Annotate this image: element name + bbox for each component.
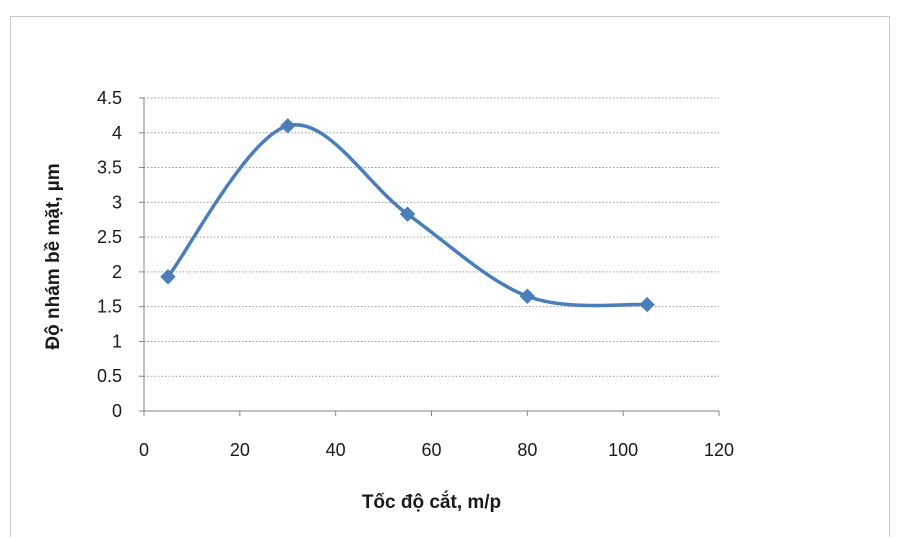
y-tick-label: 2.5 <box>97 227 122 247</box>
y-tick-label: 2 <box>112 262 122 282</box>
y-tick-label: 3 <box>112 192 122 212</box>
y-axis-title: Độ nhám bề mặt, µm <box>43 163 64 349</box>
data-point-marker <box>280 118 296 134</box>
x-tick-label: 120 <box>704 440 734 460</box>
x-tick-label: 20 <box>230 440 250 460</box>
series <box>160 118 655 313</box>
y-tick-label: 0.5 <box>97 366 122 386</box>
x-tick-labels: 0 20 40 60 80 100 120 <box>139 440 734 460</box>
x-axis-title: Tốc độ cắt, m/p <box>362 491 501 513</box>
axes <box>139 97 720 416</box>
gridlines <box>144 97 719 377</box>
x-tick-label: 0 <box>139 440 149 460</box>
data-point-marker <box>160 269 176 285</box>
x-tick-label: 40 <box>326 440 346 460</box>
y-tick-label: 3.5 <box>97 158 122 178</box>
data-point-marker <box>399 206 416 222</box>
x-tick-label: 80 <box>517 440 537 460</box>
data-point-marker <box>519 288 536 304</box>
data-point-marker <box>639 296 655 313</box>
y-tick-label: 4.5 <box>97 88 122 108</box>
chart-frame: 0 0.5 1 1.5 2 2.5 3 3.5 4 4.5 0 20 40 60 80 100 120 Tốc… <box>10 16 890 537</box>
series-line <box>166 123 649 308</box>
y-tick-label: 4 <box>112 123 122 143</box>
line-chart: 0 0.5 1 1.5 2 2.5 3 3.5 4 4.5 0 20 40 60 80 100 120 Tốc… <box>43 88 734 513</box>
y-tick-labels: 0 0.5 1 1.5 2 2.5 3 3.5 4 4.5 <box>97 88 122 421</box>
x-tick-label: 60 <box>421 440 441 460</box>
x-tick-label: 100 <box>608 440 638 460</box>
y-tick-label: 1 <box>112 331 122 351</box>
y-tick-label: 0 <box>112 401 122 421</box>
y-tick-label: 1.5 <box>97 297 122 317</box>
